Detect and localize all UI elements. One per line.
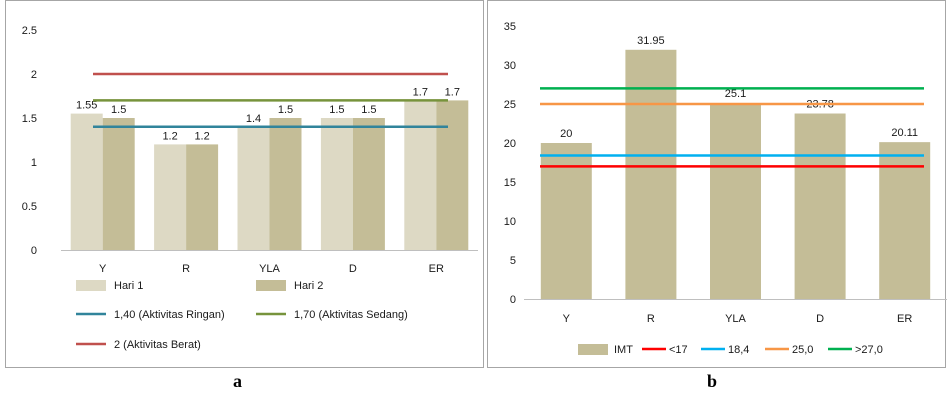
legend-label: Hari 1 (114, 280, 143, 292)
data-label: 1.5 (329, 104, 344, 116)
bar-hari-2 (102, 118, 135, 250)
panel-label-a: a (233, 371, 242, 391)
legend-label: 2 (Aktivitas Berat) (114, 339, 201, 351)
bar-hari-1 (70, 113, 103, 250)
y-tick-label: 0 (510, 294, 516, 306)
chart-b-svg: 0510152025303520Y31.95R25.1YLA23.78D20.1… (504, 21, 947, 356)
y-tick-label: 25 (504, 99, 516, 111)
bar-hari-1 (237, 126, 270, 250)
data-label: 1.7 (413, 86, 428, 98)
data-label: 1.5 (361, 104, 376, 116)
data-label: 1.5 (111, 104, 126, 116)
bar-hari-1 (154, 144, 187, 250)
bar-hari-2 (269, 118, 302, 250)
data-label: 20 (560, 128, 572, 140)
y-tick-label: 1.5 (22, 113, 37, 125)
chart-panel-a: 0 0.5 1 1.5 2 2.5 1.55 1.5 Y 1.2 1.2 R 1.4 1.5 YLA 1.5 1… (5, 0, 484, 368)
y-tick-label: 0 (31, 245, 37, 257)
legend-swatch (578, 344, 608, 355)
x-tick-label: D (816, 313, 824, 325)
y-tick-label: 30 (504, 60, 516, 72)
data-label: 1.7 (445, 86, 460, 98)
y-tick-label: 35 (504, 21, 516, 33)
bar-hari-1 (320, 118, 353, 250)
y-tick-label: 2.5 (22, 25, 37, 37)
bar-hari-2 (436, 100, 469, 251)
panel-label-b: b (707, 371, 718, 391)
legend-label: >27,0 (855, 344, 883, 356)
x-tick-label: ER (897, 313, 912, 325)
data-label: 1.2 (162, 130, 177, 142)
data-label: 20.11 (891, 127, 918, 139)
x-tick-label: Y (99, 263, 107, 275)
y-tick-label: 15 (504, 177, 516, 189)
bar-imt (625, 49, 677, 299)
legend-label: <17 (669, 344, 688, 356)
y-tick-label: 0.5 (22, 201, 37, 213)
legend-label: 25,0 (792, 344, 813, 356)
x-tick-label: R (182, 263, 190, 275)
y-tick-label: 1 (31, 157, 37, 169)
data-label: 25.1 (725, 88, 746, 100)
bar-imt (794, 113, 846, 300)
x-tick-label: D (349, 263, 357, 275)
x-tick-label: ER (429, 263, 444, 275)
x-tick-label: YLA (725, 313, 746, 325)
chart-a-svg: 0 0.5 1 1.5 2 2.5 1.55 1.5 Y 1.2 1.2 R 1.4 1.5 YLA 1.5 1… (22, 25, 478, 351)
data-label: 1.5 (278, 104, 293, 116)
y-tick-label: 20 (504, 138, 516, 150)
legend-label: 1,40 (Aktivitas Ringan) (114, 309, 225, 321)
bar-hari-2 (352, 118, 385, 250)
legend-swatch (76, 280, 106, 291)
chart-panel-b: 0510152025303520Y31.95R25.1YLA23.78D20.1… (487, 0, 947, 368)
x-tick-label: Y (563, 313, 571, 325)
legend-label: Hari 2 (294, 280, 323, 292)
legend-swatch (256, 280, 286, 291)
bar-hari-1 (404, 100, 437, 251)
x-tick-label: R (647, 313, 655, 325)
legend-label: 18,4 (728, 344, 749, 356)
legend-label: IMT (614, 344, 633, 356)
data-label: 31.95 (637, 35, 665, 47)
data-label: 1.55 (76, 100, 97, 112)
bar-imt (540, 143, 592, 299)
bar-imt (879, 142, 931, 299)
y-tick-label: 10 (504, 216, 516, 228)
bar-imt (710, 103, 761, 299)
data-label: 1.4 (246, 113, 261, 125)
legend-label: 1,70 (Aktivitas Sedang) (294, 309, 408, 321)
x-tick-label: YLA (259, 263, 280, 275)
y-tick-label: 2 (31, 69, 37, 81)
y-tick-label: 5 (510, 255, 516, 267)
bar-hari-2 (186, 144, 219, 250)
data-label: 1.2 (194, 130, 209, 142)
